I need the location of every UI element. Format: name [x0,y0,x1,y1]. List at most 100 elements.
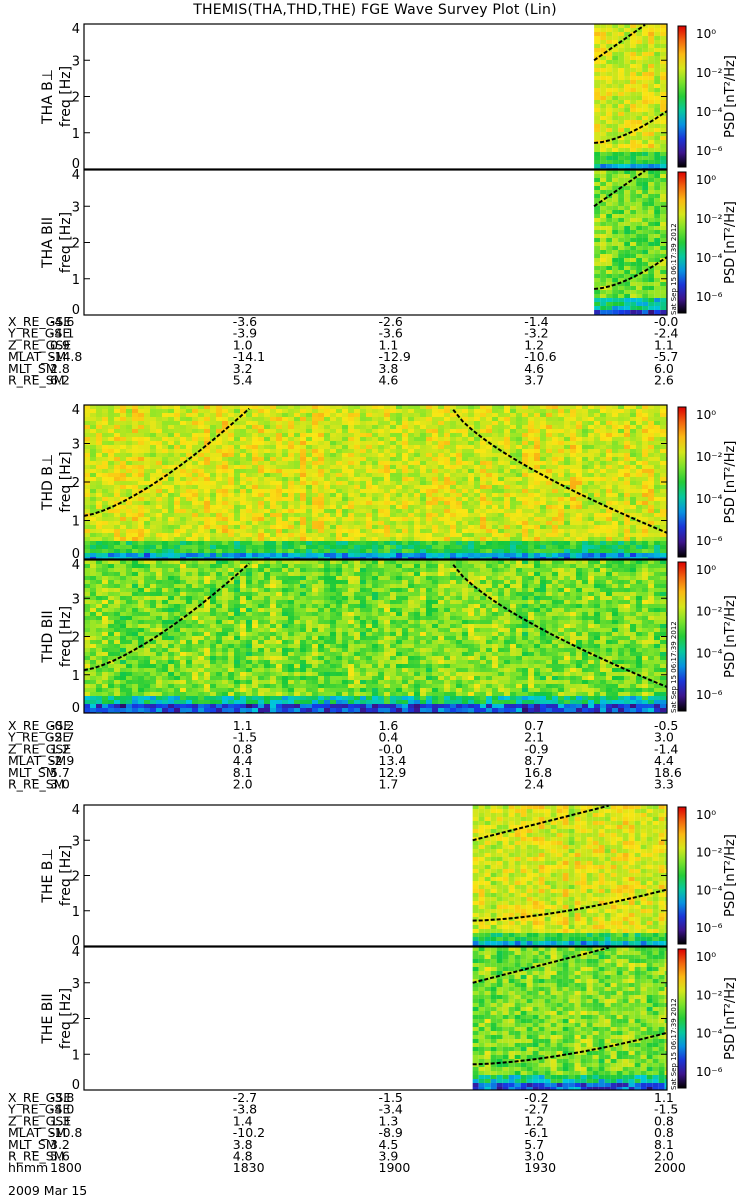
spectrogram-cell [102,513,108,517]
spectrogram-cell [594,186,601,190]
spectrogram-cell [474,437,480,441]
spectrogram-cell [384,521,390,525]
spectrogram-cell [660,52,667,56]
spectrogram-cell [600,96,607,100]
spectrogram-cell [378,489,384,493]
spectrogram-cell [612,84,619,88]
spectrogram-cell [252,457,258,461]
spectrogram-cell [168,485,174,489]
spectrogram-cell [174,421,180,425]
spectrogram-cell [354,517,360,521]
spectrogram-cell [594,405,600,409]
spectrogram-cell [366,557,372,559]
spectrogram-cell [276,545,282,549]
spectrogram-cell [486,445,492,449]
spectrogram-cell [162,533,168,537]
spectrogram-cell [546,509,552,513]
spectrogram-cell [654,222,661,226]
spectrogram-cell [114,441,120,445]
spectrogram-cell [372,485,378,489]
spectrogram-cell [348,437,354,441]
spectrogram-cell [348,477,354,481]
spectrogram-cell [324,473,330,477]
spectrogram-cell [522,413,528,417]
spectrogram-cell [594,96,601,100]
spectrogram-cell [420,497,426,501]
spectrogram-cell [378,425,384,429]
spectrogram-cell [402,545,408,549]
spectrogram-cell [612,497,618,501]
spectrogram-cell [192,549,198,553]
spectrogram-cell [564,433,570,437]
spectrogram-cell [624,202,631,206]
spectrogram-cell [384,509,390,513]
spectrogram-cell [456,453,462,457]
spectrogram-cell [606,218,613,222]
spectrogram-cell [438,501,444,505]
spectrogram-cell [270,513,276,517]
spectrogram-cell [360,525,366,529]
spectrogram-cell [654,545,660,549]
spectrogram-cell [618,529,624,533]
spectrogram-cell [636,84,643,88]
spectrogram-cell [630,298,637,302]
spectrogram-cell [654,88,661,92]
spectrogram-cell [492,549,498,553]
spectrogram-cell [444,485,450,489]
spectrogram-cell [516,469,522,473]
colorbar-label: PSD [nT²/Hz] [723,441,738,524]
spectrogram-cell [108,545,114,549]
spectrogram-cell [312,425,318,429]
spectrogram-cell [648,246,655,250]
spectrogram-cell [630,441,636,445]
spectrogram-cell [660,413,666,417]
spectrogram-cell [288,469,294,473]
spectrogram-cell [528,449,534,453]
spectrogram-cell [636,254,643,258]
spectrogram-cell [162,477,168,481]
spectrogram-cell [456,557,462,559]
spectrogram-cell [246,417,252,421]
spectrogram-cell [630,537,636,541]
spectrogram-cell [432,537,438,541]
spectrogram-cell [174,517,180,521]
spectrogram-cell [552,417,558,421]
spectrogram-cell [114,417,120,421]
spectrogram-cell [660,36,667,40]
spectrogram-cell [462,485,468,489]
spectrogram-cell [462,445,468,449]
spectrogram-cell [618,64,625,68]
spectrogram-cell [186,501,192,505]
spectrogram-cell [240,449,246,453]
spectrogram-cell [612,48,619,52]
spectrogram-cell [408,453,414,457]
spectrogram-cell [594,84,601,88]
spectrogram-cell [384,537,390,541]
spectrogram-cell [588,493,594,497]
spectrogram-cell [600,36,607,40]
spectrogram-cell [306,557,312,559]
spectrogram-cell [402,449,408,453]
spectrogram-cell [588,549,594,553]
spectrogram-cell [516,493,522,497]
spectrogram-cell [198,437,204,441]
spectrogram-cell [516,441,522,445]
spectrogram-cell [414,457,420,461]
spectrogram-cell [498,549,504,553]
spectrogram-cell [84,632,90,636]
spectrogram-cell [132,469,138,473]
ephemeris-value: 5.4 [233,373,253,388]
spectrogram-cell [438,553,444,557]
spectrogram-cell [438,521,444,525]
spectrogram-cell [90,680,96,684]
spectrogram-cell [654,92,661,96]
spectrogram-cell [462,457,468,461]
spectrogram-cell [384,433,390,437]
spectrogram-cell [600,64,607,68]
spectrogram-cell [462,493,468,497]
spectrogram-cell [594,294,601,298]
spectrogram-cell [336,477,342,481]
spectrogram-cell [102,545,108,549]
spectrogram-cell [564,505,570,509]
spectrogram-cell [468,517,474,521]
